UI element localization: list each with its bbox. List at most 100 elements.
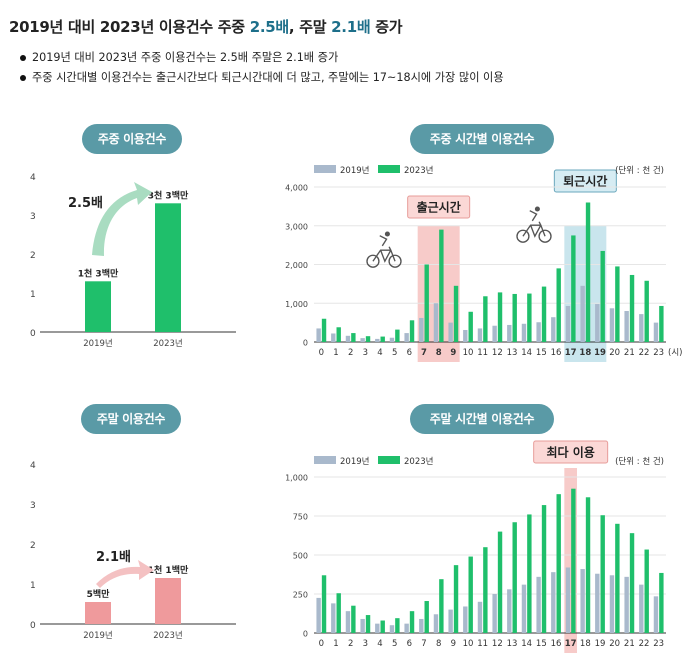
bar-2019 (580, 285, 585, 342)
y-tick-label: 3,000 (285, 222, 308, 231)
bullet-item: 주중 시간대별 이용건수는 출근시간보다 퇴근시간대에 더 많고, 주말에는 1… (18, 68, 504, 88)
bar-2019 (316, 328, 321, 342)
bar-2019 (580, 569, 585, 633)
bar-2023 (585, 202, 591, 342)
bar-2023 (453, 565, 459, 633)
x-tick-label: 9 (450, 348, 456, 358)
x-tick-label: 0 (319, 639, 324, 649)
bar-2023 (409, 611, 415, 633)
y-tick-label: 2 (30, 251, 36, 261)
y-tick-label: 500 (293, 552, 308, 561)
x-tick-label: 1 (333, 639, 338, 649)
weekend-total-title: 주말 이용건수 (81, 404, 181, 434)
x-tick-label: 19 (595, 639, 606, 649)
bicycle-icon (366, 231, 402, 268)
bar-2023 (541, 286, 547, 342)
x-tick-label: 6 (407, 348, 412, 358)
bar-2019 (375, 623, 380, 633)
bar-2023 (424, 264, 429, 342)
bar-2019 (492, 594, 497, 633)
x-tick-label: 21 (624, 348, 635, 358)
total-bar (155, 578, 181, 624)
bar-2023 (556, 268, 561, 342)
bar-2019 (419, 618, 424, 633)
bar-2023 (395, 618, 400, 633)
bar-2023 (644, 549, 649, 633)
bar-2023 (409, 320, 415, 342)
bar-2019 (463, 606, 468, 633)
x-tick-label: 11 (477, 639, 488, 649)
bar-2019 (521, 323, 527, 342)
y-tick-label: 0 (303, 339, 308, 348)
bar-2019 (389, 337, 395, 342)
total-bar (155, 203, 181, 332)
bar-2023 (380, 620, 385, 633)
bar-2023 (527, 514, 532, 633)
bar-2023 (600, 250, 605, 342)
x-tick-label: 20 (609, 348, 620, 358)
legend-label: 2023년 (404, 165, 433, 176)
x-tick-label: 7 (421, 348, 427, 358)
legend-swatch-2019 (314, 456, 336, 464)
x-tick-label: 2023년 (153, 338, 182, 349)
total-bar (85, 281, 111, 332)
bar-2023 (512, 293, 517, 342)
bicycle-icon (516, 206, 552, 243)
x-tick-label: 11 (477, 348, 488, 358)
weekday-hourly-title: 주중 시간별 이용건수 (410, 124, 554, 154)
bar-2019 (536, 576, 541, 633)
x-tick-label: 5 (392, 348, 397, 358)
bar-2019 (595, 304, 600, 342)
x-tick-label: 16 (551, 639, 562, 649)
headline: 2019년 대비 2023년 이용건수 주중 2.5배, 주말 2.1배 증가 (9, 16, 403, 37)
callout-label: 퇴근시간 (563, 174, 607, 189)
bar-2019 (536, 322, 541, 342)
y-tick-label: 4,000 (285, 184, 308, 193)
bar-2023 (600, 515, 605, 633)
legend-label: 2019년 (340, 165, 369, 176)
bar-2023 (439, 579, 444, 633)
x-tick-label: 2023년 (153, 630, 182, 641)
x-tick-label: 22 (639, 639, 650, 649)
bar-2019 (316, 597, 321, 633)
bar-2023 (556, 494, 561, 633)
growth-arrow (96, 560, 154, 588)
y-tick-label: 2,000 (285, 261, 308, 270)
x-tick-label: 4 (377, 639, 382, 649)
bar-2019 (360, 618, 365, 633)
bar-2019 (463, 329, 468, 342)
y-tick-label: 0 (30, 329, 36, 339)
bar-2019 (507, 589, 512, 633)
x-tick-label: 6 (407, 639, 412, 649)
bar-2019 (624, 576, 629, 633)
y-tick-label: 1 (30, 581, 36, 591)
unit-label: (단위 : 천 건) (615, 456, 664, 467)
bar-2023 (380, 336, 385, 342)
bar-2019 (433, 614, 439, 633)
bar-2019 (433, 303, 439, 342)
x-tick-label: 8 (436, 348, 442, 358)
x-tick-label: 15 (536, 348, 547, 358)
unit-label: (단위 : 천 건) (615, 165, 664, 176)
x-tick-label: 19 (594, 348, 606, 358)
legend-swatch-2019 (314, 165, 336, 173)
x-tick-label: 21 (624, 639, 635, 649)
bar-2023 (615, 266, 620, 342)
x-tick-label: 2 (348, 348, 353, 358)
bar-2019 (639, 584, 644, 633)
x-tick-label: 9 (451, 639, 456, 649)
headline-part2: , 주말 (288, 18, 332, 36)
total-bar (85, 602, 111, 624)
bar-2019 (404, 623, 409, 633)
bar-2019 (565, 305, 571, 342)
y-tick-label: 1 (30, 290, 36, 300)
bar-2019 (521, 584, 527, 633)
x-tick-label: 10 (463, 639, 474, 649)
data-label: 3천 3백만 (148, 189, 189, 201)
x-tick-label: 3 (363, 639, 368, 649)
bullet-item: 2019년 대비 2023년 주중 이용건수는 2.5배 주말은 2.1배 증가 (18, 48, 504, 68)
data-label: 5백만 (87, 588, 111, 600)
